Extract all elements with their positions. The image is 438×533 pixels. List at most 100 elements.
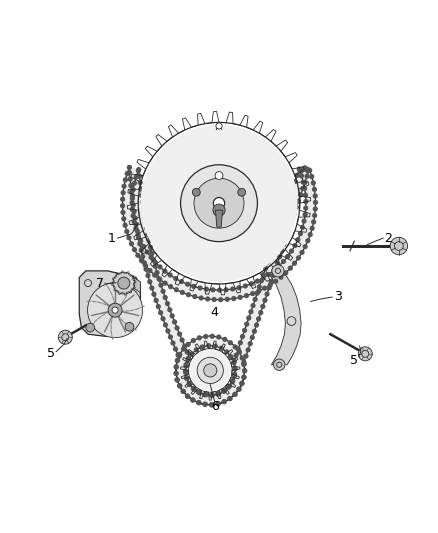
Circle shape — [177, 353, 182, 358]
Circle shape — [242, 368, 247, 373]
Circle shape — [175, 358, 180, 363]
Circle shape — [256, 288, 261, 294]
Circle shape — [173, 346, 178, 352]
Circle shape — [127, 165, 132, 170]
Circle shape — [303, 212, 308, 217]
Circle shape — [262, 297, 268, 303]
Circle shape — [127, 176, 133, 182]
Circle shape — [313, 200, 318, 205]
Text: 6: 6 — [211, 400, 219, 413]
Circle shape — [180, 389, 186, 394]
Circle shape — [120, 209, 126, 215]
Circle shape — [197, 357, 223, 384]
Circle shape — [222, 388, 227, 393]
Circle shape — [226, 384, 231, 390]
Text: 4: 4 — [211, 306, 219, 319]
Circle shape — [121, 184, 127, 189]
Circle shape — [135, 253, 141, 258]
Circle shape — [215, 392, 220, 397]
Circle shape — [358, 347, 372, 361]
Circle shape — [187, 382, 193, 387]
Circle shape — [147, 268, 152, 273]
Circle shape — [267, 285, 272, 290]
Circle shape — [162, 280, 168, 286]
Circle shape — [157, 264, 162, 270]
Circle shape — [261, 272, 266, 277]
Circle shape — [225, 297, 230, 302]
Circle shape — [239, 381, 244, 386]
Circle shape — [175, 377, 180, 383]
Circle shape — [302, 180, 307, 185]
Circle shape — [203, 392, 208, 398]
Polygon shape — [123, 167, 315, 405]
Circle shape — [143, 219, 148, 224]
Circle shape — [228, 354, 233, 359]
Circle shape — [167, 307, 173, 312]
Circle shape — [303, 244, 308, 249]
Circle shape — [233, 367, 238, 372]
Circle shape — [302, 165, 307, 171]
Circle shape — [123, 177, 128, 182]
Circle shape — [299, 250, 304, 255]
Circle shape — [265, 260, 270, 265]
Circle shape — [136, 235, 141, 240]
Circle shape — [200, 344, 205, 350]
Circle shape — [283, 270, 288, 276]
Circle shape — [148, 255, 154, 260]
Circle shape — [252, 297, 258, 302]
Circle shape — [245, 347, 251, 352]
Circle shape — [194, 178, 244, 228]
Circle shape — [130, 207, 135, 212]
Circle shape — [250, 335, 255, 340]
Circle shape — [301, 219, 307, 224]
Circle shape — [311, 180, 316, 185]
Circle shape — [277, 254, 282, 260]
Circle shape — [120, 190, 126, 196]
Circle shape — [177, 332, 182, 337]
Circle shape — [121, 216, 127, 221]
Circle shape — [185, 281, 190, 287]
Circle shape — [112, 307, 118, 313]
Circle shape — [134, 174, 139, 180]
Circle shape — [186, 292, 191, 297]
Circle shape — [216, 334, 221, 340]
Circle shape — [231, 296, 237, 301]
Circle shape — [276, 229, 281, 234]
Circle shape — [136, 167, 141, 172]
Circle shape — [268, 279, 274, 284]
Circle shape — [261, 276, 266, 280]
Circle shape — [172, 319, 177, 325]
Circle shape — [285, 254, 290, 259]
Circle shape — [262, 286, 267, 291]
Circle shape — [156, 276, 162, 281]
Circle shape — [257, 284, 262, 289]
Circle shape — [240, 334, 245, 339]
Circle shape — [281, 259, 286, 264]
Circle shape — [246, 316, 251, 320]
Circle shape — [189, 352, 194, 357]
Circle shape — [255, 278, 260, 284]
Circle shape — [303, 192, 308, 198]
Circle shape — [138, 180, 143, 185]
Circle shape — [213, 204, 225, 216]
Circle shape — [170, 341, 176, 346]
Circle shape — [132, 247, 137, 252]
Circle shape — [269, 247, 275, 252]
Circle shape — [230, 378, 235, 383]
Circle shape — [146, 238, 152, 244]
Circle shape — [219, 345, 224, 351]
Circle shape — [138, 238, 143, 243]
Circle shape — [191, 386, 196, 391]
Circle shape — [168, 334, 173, 340]
Circle shape — [86, 323, 95, 332]
Circle shape — [130, 200, 135, 205]
Circle shape — [138, 187, 144, 192]
Circle shape — [144, 266, 149, 272]
Circle shape — [274, 359, 285, 370]
Circle shape — [295, 237, 300, 243]
Circle shape — [152, 264, 158, 269]
Circle shape — [295, 173, 300, 178]
Circle shape — [173, 371, 179, 376]
Circle shape — [140, 199, 145, 205]
Text: 2: 2 — [385, 232, 392, 245]
